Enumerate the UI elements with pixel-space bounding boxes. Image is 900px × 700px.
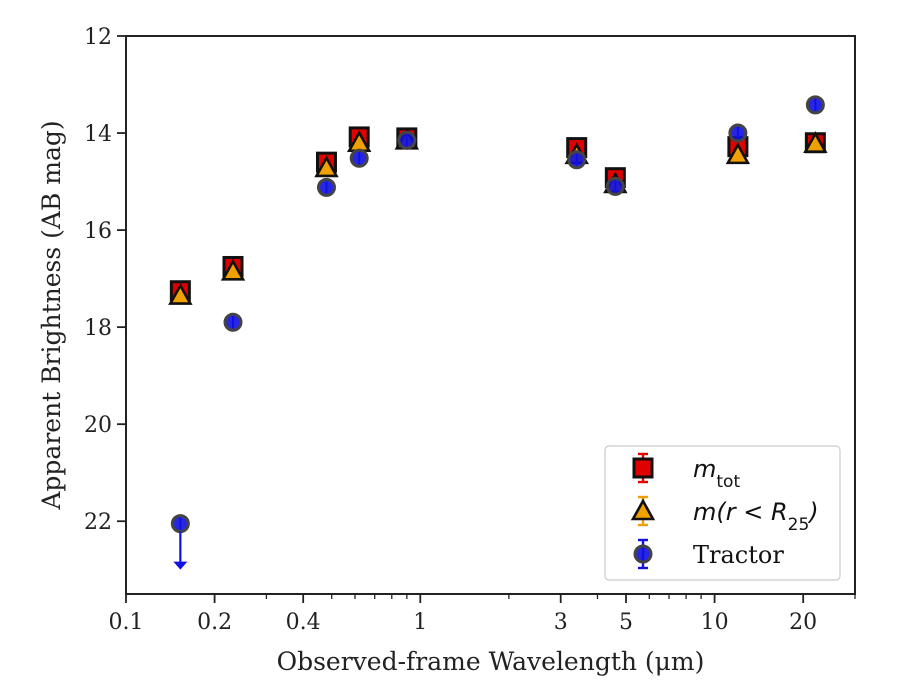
data-marks bbox=[168, 95, 828, 570]
data-point bbox=[605, 176, 625, 196]
x-tick-label: 0.4 bbox=[286, 610, 321, 635]
x-tick-label: 5 bbox=[619, 610, 633, 635]
y-tick-label: 14 bbox=[84, 122, 112, 147]
data-point bbox=[220, 258, 246, 281]
data-point bbox=[397, 130, 417, 150]
x-tick-label: 10 bbox=[701, 610, 729, 635]
plot-frame bbox=[125, 35, 856, 595]
y-tick-label: 16 bbox=[84, 219, 112, 244]
triangle-marker bbox=[168, 282, 193, 305]
x-axis-title: Observed-frame Wavelength (μm) bbox=[277, 647, 705, 676]
data-point bbox=[349, 148, 369, 168]
legend-label: Tractor bbox=[693, 541, 784, 569]
x-tick-label: 1 bbox=[413, 610, 427, 635]
data-point bbox=[725, 142, 751, 165]
triangle-marker bbox=[314, 155, 339, 178]
data-point bbox=[223, 312, 243, 332]
y-tick-label: 20 bbox=[84, 413, 112, 438]
triangle-marker bbox=[725, 142, 751, 165]
legend-marker bbox=[633, 544, 653, 564]
legend-marker bbox=[630, 498, 656, 521]
legend-marker bbox=[632, 457, 654, 479]
data-point bbox=[170, 514, 190, 534]
triangle-marker bbox=[630, 498, 656, 521]
x-tick-label: 20 bbox=[789, 610, 817, 635]
data-point bbox=[803, 131, 828, 154]
upper-limit-arrowhead bbox=[173, 561, 188, 570]
x-tick-label: 0.2 bbox=[197, 610, 232, 635]
data-point bbox=[567, 150, 587, 170]
legend-frame bbox=[604, 445, 841, 581]
data-point bbox=[314, 155, 339, 178]
axes: 0.1 0.2 0.4 1 3 5 10 20 12 14 16 18 20 22 Observed-fra… bbox=[37, 25, 856, 676]
data-point bbox=[728, 123, 748, 143]
y-tick-label: 18 bbox=[84, 316, 112, 341]
y-tick-label: 22 bbox=[84, 510, 112, 535]
y-tick-label: 12 bbox=[84, 25, 112, 50]
x-tick-label: 3 bbox=[554, 610, 568, 635]
x-tick-label: 0.1 bbox=[109, 610, 144, 635]
data-point bbox=[316, 177, 336, 197]
triangle-marker bbox=[803, 131, 828, 154]
data-point bbox=[805, 95, 825, 115]
y-axis-title: Apparent Brightness (AB mag) bbox=[37, 120, 66, 510]
triangle-marker bbox=[220, 258, 246, 281]
data-point bbox=[168, 282, 193, 305]
